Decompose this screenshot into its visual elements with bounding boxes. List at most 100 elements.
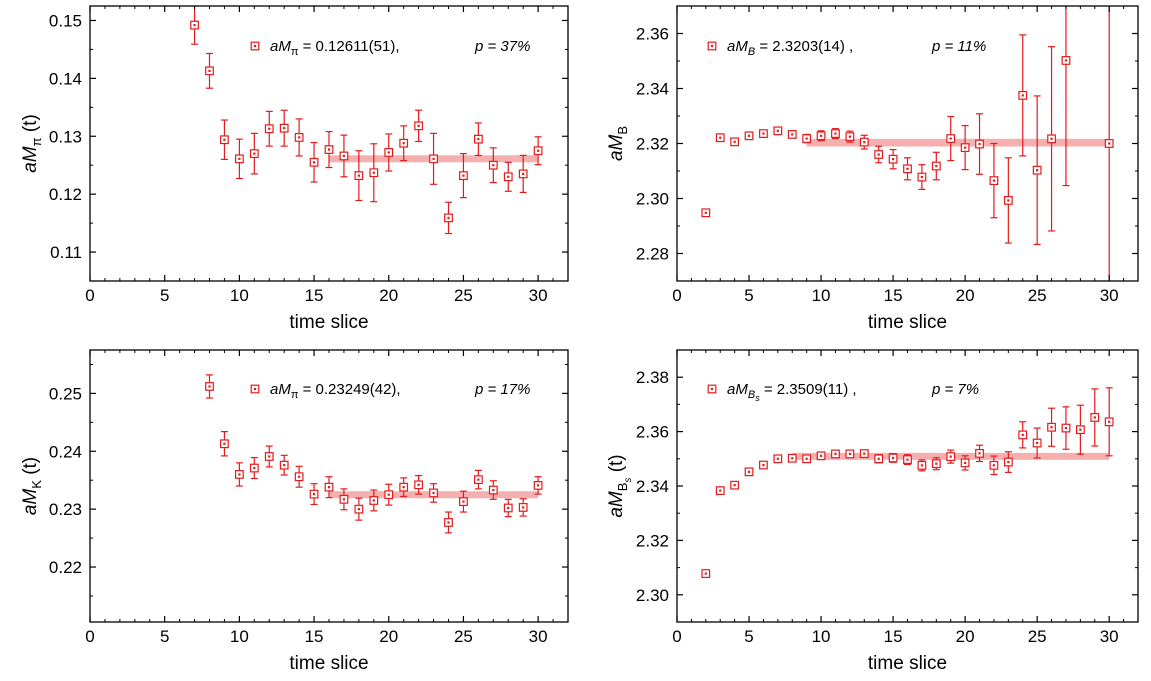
data-point [874, 145, 884, 164]
y-tick-label: 2.36 [636, 423, 669, 442]
plot-area [190, 6, 543, 235]
legend: aMB = 2.3203(14) , p = 11% [707, 38, 986, 58]
legend-p-value: p = 37% [474, 38, 530, 55]
point-center [417, 124, 420, 127]
data-point [220, 119, 229, 161]
legend-p-value: p = 17% [474, 381, 530, 398]
data-point [1104, 6, 1114, 281]
data-point [888, 148, 898, 170]
legend-label: aMπ = 0.23249(42), [270, 381, 401, 401]
plot-area [701, 387, 1114, 578]
point-center [372, 499, 375, 502]
data-point [518, 154, 528, 194]
point-center [719, 489, 722, 492]
data-point [1003, 451, 1013, 473]
fit-band [806, 138, 1110, 147]
point-center [357, 174, 360, 177]
data-point [1047, 46, 1056, 232]
data-point [533, 476, 543, 495]
data-point [859, 134, 869, 150]
x-tick-label: 0 [85, 286, 94, 305]
point-center [283, 464, 286, 467]
data-point [931, 151, 941, 181]
x-tick-label: 5 [744, 627, 753, 646]
point-center [1050, 137, 1053, 140]
point-center [964, 461, 967, 464]
data-point [533, 136, 543, 166]
data-point [339, 134, 349, 178]
point-center [834, 452, 837, 456]
legend-p-value: p = 11% [931, 38, 986, 55]
data-point [975, 113, 984, 175]
y-axis: 2.30 2.32 2.34 2.36 2.38 [636, 349, 1138, 623]
y-axis: 0.11 0.12 0.13 0.14 0.15 [49, 11, 568, 282]
data-point [802, 454, 812, 464]
legend-marker-center [253, 387, 257, 391]
point-center [762, 132, 765, 135]
point-center [776, 129, 779, 132]
y-tick-label: 0.23 [49, 500, 82, 519]
point-center [387, 493, 390, 496]
point-center [978, 142, 981, 146]
point-center [1007, 199, 1010, 202]
x-tick-label: 30 [529, 286, 548, 305]
x-axis: 0 5 10 15 20 25 30 [672, 6, 1139, 305]
point-center [1036, 169, 1039, 172]
point-center [704, 572, 707, 575]
data-point [831, 128, 840, 140]
point-center [1093, 416, 1096, 419]
x-tick-label: 10 [812, 627, 831, 646]
point-center [1050, 426, 1053, 429]
data-point [205, 52, 214, 89]
point-center [1079, 428, 1082, 431]
data-point [1018, 34, 1028, 157]
point-center [223, 138, 226, 141]
legend: aMBs = 2.3509(11) , p = 7% [707, 381, 979, 403]
legend: aMπ = 0.23249(42), p = 17% [250, 381, 530, 401]
data-point [960, 455, 970, 471]
legend-label: aMπ = 0.12611(51), [270, 38, 399, 58]
point-center [447, 521, 450, 524]
x-tick-label: 20 [379, 627, 398, 646]
point-center [906, 458, 909, 461]
point-center [253, 466, 256, 470]
point-center [522, 172, 525, 175]
y-tick-label: 0.14 [49, 69, 82, 88]
y-tick-label: 0.12 [49, 185, 82, 204]
point-center [747, 470, 751, 473]
y-tick-label: 2.30 [636, 586, 669, 605]
data-point [190, 6, 199, 45]
data-point [773, 126, 783, 136]
data-point [816, 451, 826, 461]
data-point [946, 115, 956, 162]
data-point [1061, 6, 1071, 187]
x-tick-label: 0 [85, 627, 94, 646]
point-center [1064, 59, 1068, 62]
data-point [744, 467, 754, 477]
data-point [802, 133, 812, 144]
x-tick-label: 20 [379, 286, 398, 305]
x-axis-title: time slice [289, 312, 368, 333]
point-center [863, 141, 866, 144]
point-center [342, 498, 346, 501]
y-tick-label: 2.36 [636, 25, 669, 44]
data-point [473, 122, 483, 156]
data-point [264, 110, 274, 147]
x-axis: 0 5 10 15 20 25 30 [85, 350, 569, 646]
y-tick-label: 2.30 [636, 190, 669, 209]
point-center [402, 142, 405, 145]
point-center [387, 151, 390, 154]
point-center [1021, 94, 1024, 97]
point-center [477, 478, 480, 481]
data-point [205, 374, 214, 399]
point-center [747, 134, 751, 137]
point-center [357, 508, 360, 511]
x-tick-label: 25 [1028, 286, 1047, 305]
y-tick-label: 2.38 [636, 368, 669, 387]
data-point [384, 133, 394, 172]
data-point [1075, 404, 1085, 455]
point-center [1064, 426, 1068, 430]
point-center [1007, 460, 1010, 464]
